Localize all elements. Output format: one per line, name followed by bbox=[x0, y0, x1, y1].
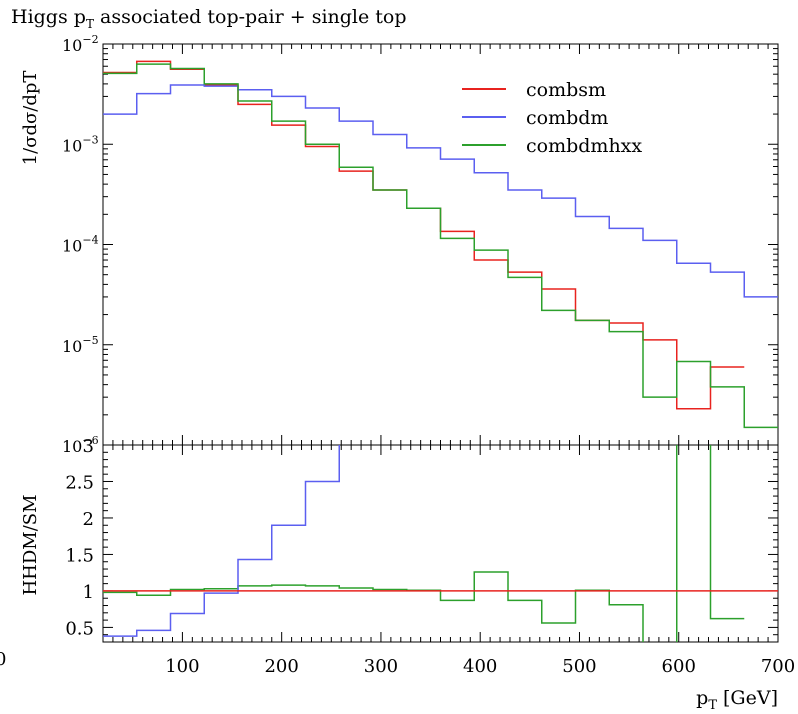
ratio-y-tick-label: 1.5 bbox=[65, 545, 94, 566]
ratio-series-combdmhxx bbox=[103, 445, 745, 642]
ratio-y-tick-label: 3 bbox=[83, 436, 94, 457]
ratio-y-tick-label: 2 bbox=[83, 509, 94, 530]
x-tick-label: 300 bbox=[364, 656, 398, 677]
y-tick-label: 10−4 bbox=[62, 234, 99, 256]
ratio-y-tick-label: 0.5 bbox=[65, 618, 94, 639]
y-axis-label: 1/σdσ/dpT bbox=[20, 71, 41, 166]
main-panel: 10−2 10−3 10−4 10−5 10−6 1/σdσ/dpT bbox=[20, 33, 779, 456]
chart-title: Higgs pT associated top-pair + single to… bbox=[11, 6, 407, 31]
x-axis-label: pT [GeV] bbox=[696, 687, 778, 713]
y-tick-label: 10−3 bbox=[62, 133, 99, 155]
ratio-y-tick-label: 2.5 bbox=[65, 472, 94, 493]
ratio-y-axis-label: HHDM/SM bbox=[20, 494, 41, 595]
series-combdm bbox=[103, 84, 778, 298]
stray-label: 0 bbox=[0, 649, 6, 670]
legend-label-combdm: combdm bbox=[526, 107, 608, 129]
legend-label-combdmhxx: combdmhxx bbox=[526, 135, 642, 157]
x-tick-label: 400 bbox=[463, 656, 497, 677]
series-combsm bbox=[103, 60, 745, 410]
x-tick-label: 700 bbox=[761, 656, 795, 677]
y-tick-label: 10−6 bbox=[62, 434, 99, 456]
legend: combsm combdm combdmhxx bbox=[462, 79, 642, 157]
x-tick-label: 100 bbox=[165, 656, 199, 677]
ratio-series-combdm bbox=[103, 445, 340, 637]
series-combdmhxx bbox=[103, 63, 778, 429]
y-tick-label: 10−5 bbox=[62, 334, 99, 356]
y-tick-label: 10−2 bbox=[62, 33, 99, 55]
legend-label-combsm: combsm bbox=[526, 79, 606, 101]
x-tick-label: 600 bbox=[662, 656, 696, 677]
ratio-panel: 3 2.5 2 1.5 1 0.5 HHDM/SM 100 200 300 400 500 600 700… bbox=[20, 436, 795, 713]
ratio-y-tick-label: 1 bbox=[83, 582, 94, 603]
x-tick-label: 200 bbox=[264, 656, 298, 677]
x-tick-label: 500 bbox=[562, 656, 596, 677]
ratio-frame bbox=[102, 444, 779, 643]
